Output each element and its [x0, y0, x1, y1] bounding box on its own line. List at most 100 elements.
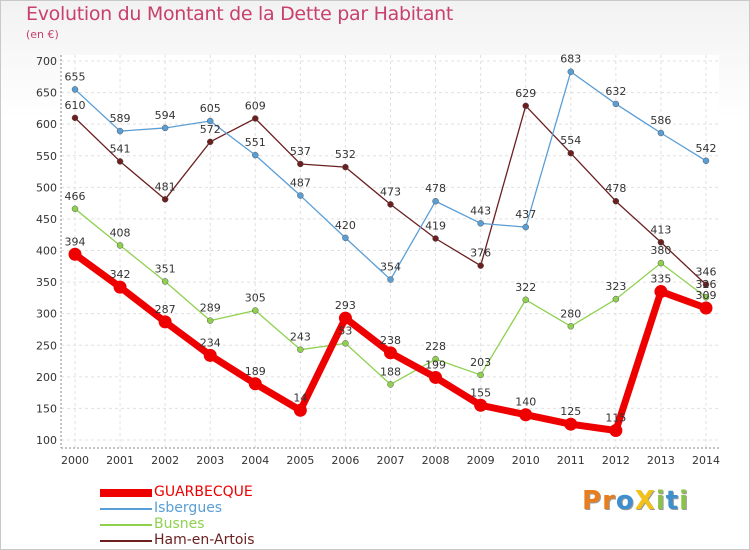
data-label: 609: [245, 99, 266, 112]
x-tick-label: 2008: [422, 454, 450, 467]
data-point: [206, 117, 214, 125]
data-label: 326: [696, 278, 717, 291]
x-tick-label: 2002: [151, 454, 179, 467]
data-label: 683: [560, 53, 581, 66]
data-label: 437: [515, 208, 536, 221]
data-label: 289: [200, 302, 221, 315]
data-label: 487: [290, 177, 311, 190]
data-label: 293: [335, 299, 356, 312]
y-tick-label: 100: [36, 434, 57, 447]
logo-letter: X: [634, 486, 656, 516]
logo-letter: t: [665, 486, 680, 516]
data-label: 309: [696, 289, 717, 302]
data-label: 413: [650, 223, 671, 236]
data-label: 335: [650, 273, 671, 286]
data-point: [657, 259, 665, 267]
data-point: [252, 307, 259, 314]
data-label: 532: [335, 148, 356, 161]
x-tick-label: 2003: [196, 454, 224, 467]
data-point: [477, 262, 484, 269]
y-tick-label: 550: [36, 150, 57, 163]
y-tick-label: 350: [36, 276, 57, 289]
chart-title: Evolution du Montant de la Dette par Hab…: [26, 3, 454, 25]
data-label: 322: [515, 281, 536, 294]
data-label: 199: [425, 358, 446, 371]
data-label: 376: [470, 247, 491, 260]
data-point: [68, 247, 82, 261]
legend-label: Busnes: [154, 516, 205, 532]
data-point: [477, 371, 484, 379]
data-point: [252, 115, 259, 122]
data-point: [609, 424, 623, 438]
data-point: [116, 158, 124, 165]
data-point: [612, 100, 620, 108]
data-label: 305: [245, 292, 266, 305]
data-label: 655: [65, 70, 86, 83]
y-tick-label: 700: [36, 55, 57, 68]
data-label: 203: [470, 356, 491, 369]
data-label: 586: [650, 114, 671, 127]
y-tick-label: 150: [36, 402, 57, 415]
data-label: 351: [155, 262, 176, 275]
data-point: [206, 138, 214, 146]
data-label: 189: [245, 365, 266, 378]
data-point: [567, 323, 575, 330]
data-point: [657, 239, 665, 246]
data-label: 594: [155, 109, 176, 122]
data-point: [297, 192, 304, 199]
data-label: 420: [335, 219, 356, 232]
legend-swatch: [100, 524, 152, 526]
x-tick-label: 2014: [692, 454, 720, 467]
data-point: [116, 242, 124, 249]
legend-label: Ham-en-Artois: [154, 532, 255, 548]
data-point: [161, 124, 169, 132]
data-point: [429, 370, 443, 384]
data-point: [567, 149, 575, 157]
data-label: 346: [696, 266, 717, 279]
data-point: [702, 281, 710, 288]
data-point: [342, 234, 349, 242]
y-tick-label: 600: [36, 118, 57, 131]
y-tick-label: 650: [36, 87, 57, 100]
x-tick-label: 2011: [557, 454, 585, 467]
data-point: [293, 403, 307, 417]
x-tick-label: 2010: [512, 454, 540, 467]
data-label: 542: [696, 142, 717, 155]
logo-letter: o: [615, 486, 635, 516]
data-point: [567, 68, 575, 75]
data-label: 188: [380, 365, 401, 378]
data-label: 478: [605, 182, 626, 195]
data-point: [252, 151, 259, 159]
data-point: [432, 235, 439, 242]
data-label: 554: [560, 134, 581, 147]
logo-letter: r: [602, 486, 616, 516]
x-tick-label: 2009: [467, 454, 495, 467]
data-label: 380: [650, 244, 671, 257]
data-point: [297, 160, 304, 168]
data-label: 408: [110, 226, 131, 239]
data-point: [654, 285, 668, 299]
x-tick-label: 2013: [647, 454, 675, 467]
logo-letter: P: [582, 486, 603, 516]
x-tick-label: 2005: [286, 454, 314, 467]
data-label: 280: [560, 307, 581, 320]
data-point: [432, 355, 439, 363]
data-label: 140: [515, 396, 536, 409]
x-tick-label: 2000: [61, 454, 89, 467]
legend-swatch: [100, 489, 152, 497]
data-label: 589: [110, 112, 131, 125]
data-label: 342: [110, 268, 131, 281]
data-label: 537: [290, 145, 311, 158]
data-point: [203, 348, 217, 362]
logo-letter: i: [655, 486, 666, 516]
data-label: 629: [515, 87, 536, 100]
data-point: [522, 296, 529, 304]
y-tick-label: 300: [36, 308, 57, 321]
data-label: 551: [245, 136, 266, 149]
data-point: [113, 280, 127, 294]
data-point: [612, 197, 620, 205]
data-point: [657, 129, 665, 137]
data-label: 394: [65, 235, 86, 248]
data-point: [387, 276, 394, 283]
